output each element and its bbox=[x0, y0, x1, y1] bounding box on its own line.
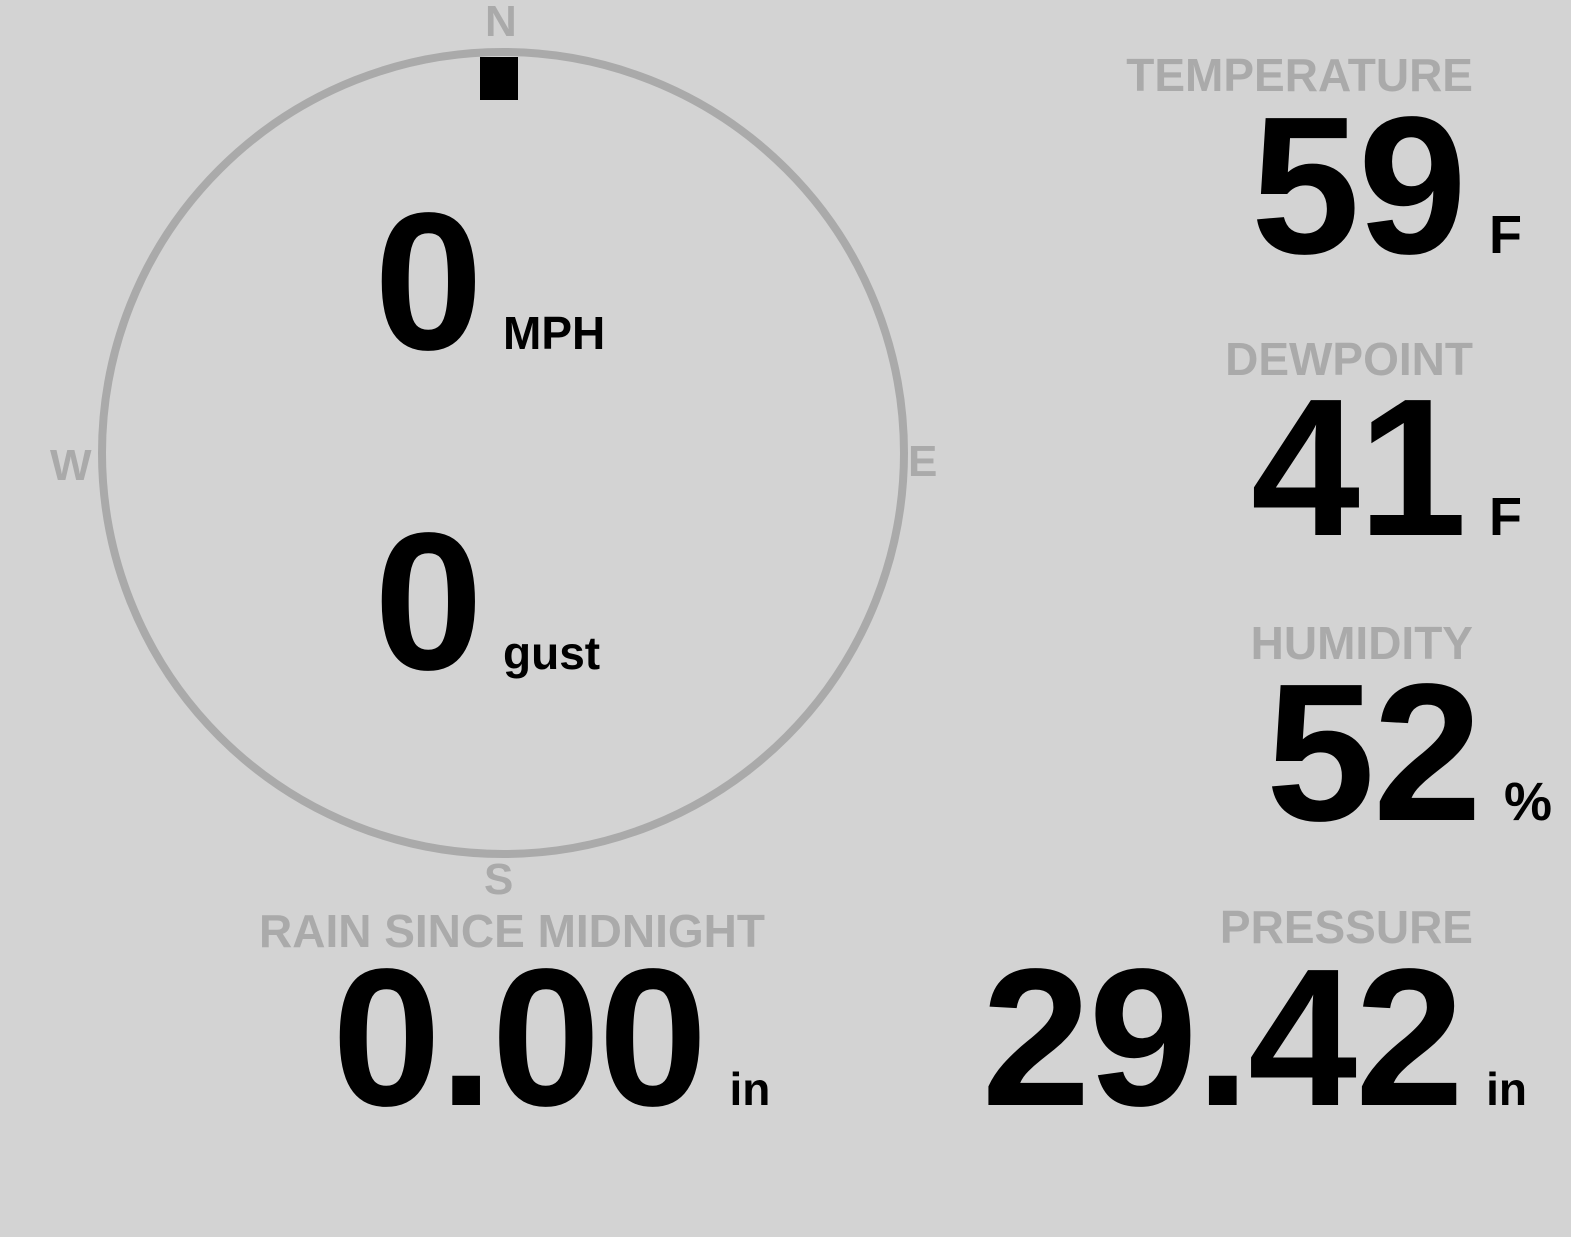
wind-speed-value: 0 bbox=[374, 172, 483, 391]
compass-west: W bbox=[50, 441, 92, 490]
pressure-label: PRESSURE bbox=[1219, 901, 1473, 953]
compass-south: S bbox=[484, 855, 514, 904]
rain-reading: 0.00 in bbox=[332, 940, 770, 1136]
rain-value: 0.00 bbox=[332, 928, 707, 1147]
temperature-label: TEMPERATURE bbox=[1126, 49, 1473, 101]
dewpoint-value: 41 bbox=[1250, 358, 1467, 577]
wind-gust: 0 gust bbox=[374, 504, 600, 700]
rain-label: RAIN SINCE MIDNIGHT bbox=[259, 905, 765, 957]
humidity-label: HUMIDITY bbox=[1250, 617, 1473, 669]
wind-gust-value: 0 bbox=[374, 492, 483, 711]
compass-ring bbox=[98, 48, 908, 858]
pressure-value: 29.42 bbox=[981, 928, 1464, 1147]
humidity-unit: % bbox=[1503, 772, 1552, 832]
humidity-value: 52 bbox=[1265, 643, 1482, 862]
pressure-reading: 29.42 in bbox=[982, 940, 1527, 1136]
wind-speed-unit: MPH bbox=[503, 307, 606, 359]
dewpoint-label: DEWPOINT bbox=[1225, 333, 1473, 385]
temperature-value: 59 bbox=[1250, 76, 1467, 295]
temperature-reading: 59 F bbox=[1251, 88, 1522, 284]
rain-unit: in bbox=[729, 1063, 771, 1115]
dewpoint-unit: F bbox=[1489, 487, 1522, 547]
wind-direction-indicator bbox=[480, 57, 518, 100]
dewpoint-reading: 41 F bbox=[1251, 370, 1522, 566]
pressure-unit: in bbox=[1486, 1063, 1527, 1115]
humidity-reading: 52 % bbox=[1266, 655, 1552, 851]
temperature-unit: F bbox=[1489, 205, 1522, 265]
wind-gust-unit: gust bbox=[503, 627, 601, 679]
compass-east: E bbox=[908, 437, 938, 486]
compass-north: N bbox=[485, 0, 517, 46]
wind-speed: 0 MPH bbox=[374, 184, 605, 380]
